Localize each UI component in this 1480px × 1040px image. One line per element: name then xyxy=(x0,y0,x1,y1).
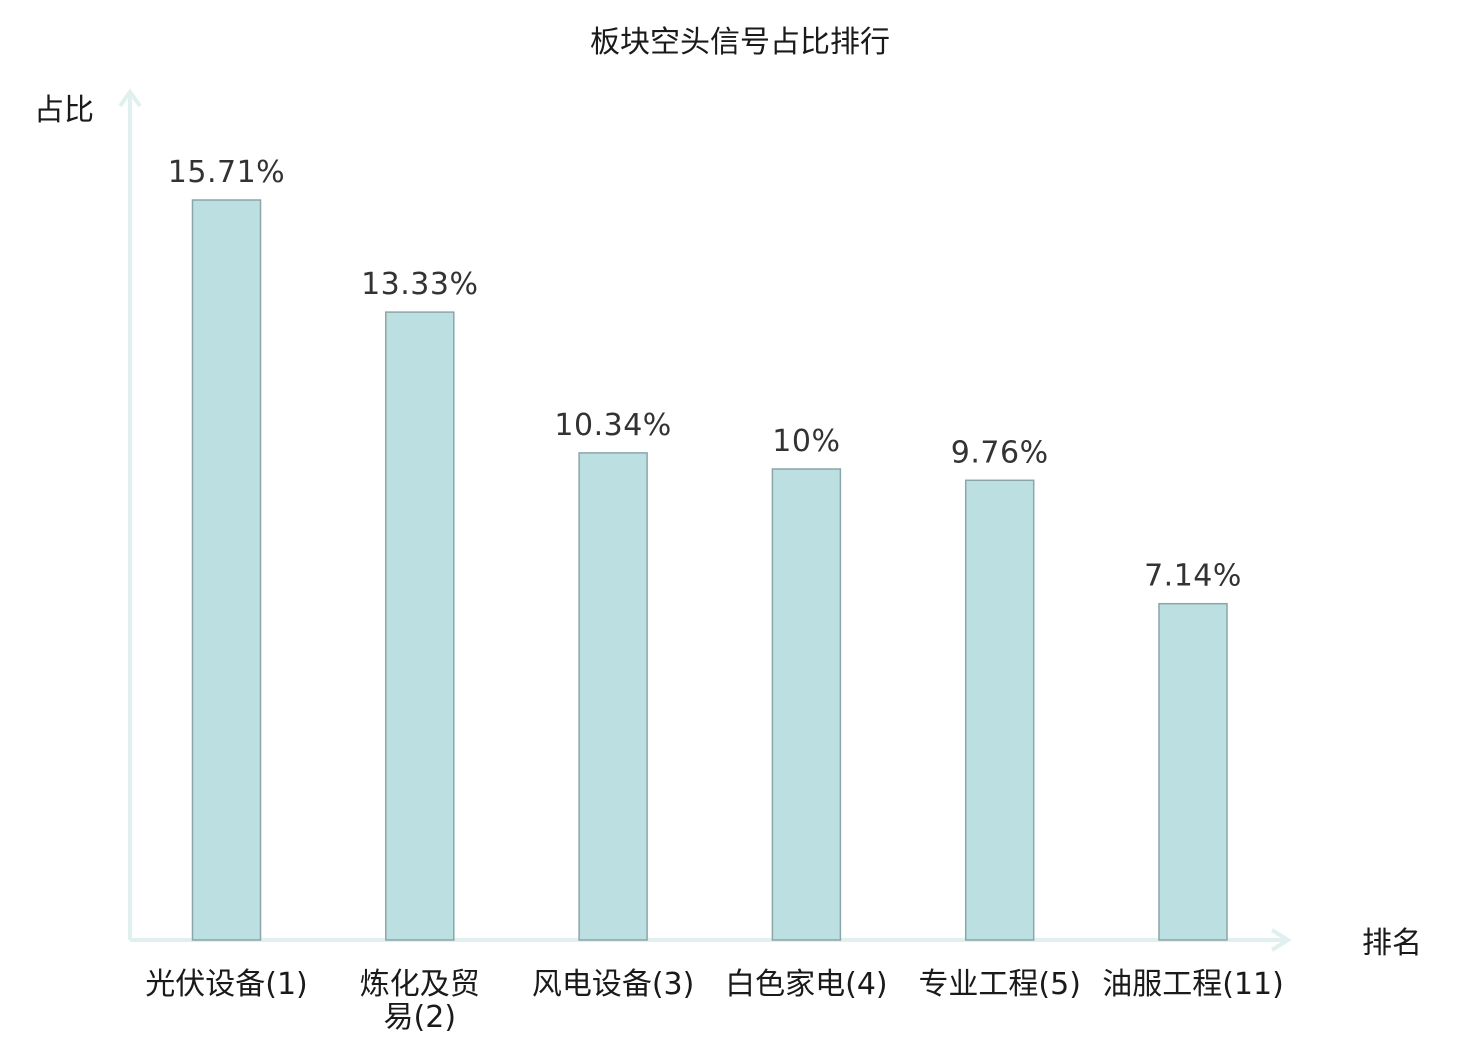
bar-2 xyxy=(385,311,455,941)
value-label-6: 7.14% xyxy=(1144,559,1242,594)
x-axis xyxy=(130,928,1292,952)
category-label-5: 专业工程(5) xyxy=(918,967,1081,1002)
category-labels-layer: 光伏设备(1) 炼化及贸易(2) 风电设备(3) 白色家电(4) 专业工程(5) 油服工程… xyxy=(145,967,1284,1035)
bar-5 xyxy=(964,479,1035,941)
bar-3 xyxy=(578,452,648,941)
category-label-6: 油服工程(11) xyxy=(1102,967,1284,1002)
value-label-2: 13.33% xyxy=(361,267,478,302)
y-axis xyxy=(118,88,142,940)
chart-title: 板块空头信号占比排行 xyxy=(590,25,890,60)
category-label-3: 风电设备(3) xyxy=(532,967,695,1002)
category-label-2: 炼化及贸易(2) xyxy=(360,967,480,1035)
value-label-5: 9.76% xyxy=(951,435,1049,470)
bar-1 xyxy=(191,199,262,941)
bars-layer xyxy=(191,199,1228,941)
x-axis-label: 排名 xyxy=(1362,926,1422,961)
category-label-4: 白色家电(4) xyxy=(725,967,888,1002)
value-label-4: 10% xyxy=(772,424,840,459)
y-axis-label: 占比 xyxy=(34,93,94,128)
value-label-1: 15.71% xyxy=(168,155,285,190)
bar-4 xyxy=(771,468,842,941)
bar-6 xyxy=(1158,602,1228,941)
category-label-1: 光伏设备(1) xyxy=(145,967,308,1002)
value-label-3: 10.34% xyxy=(554,408,671,443)
value-labels-layer: 15.71% 13.33% 10.34% 10% 9.76% 7.14% xyxy=(168,155,1242,594)
